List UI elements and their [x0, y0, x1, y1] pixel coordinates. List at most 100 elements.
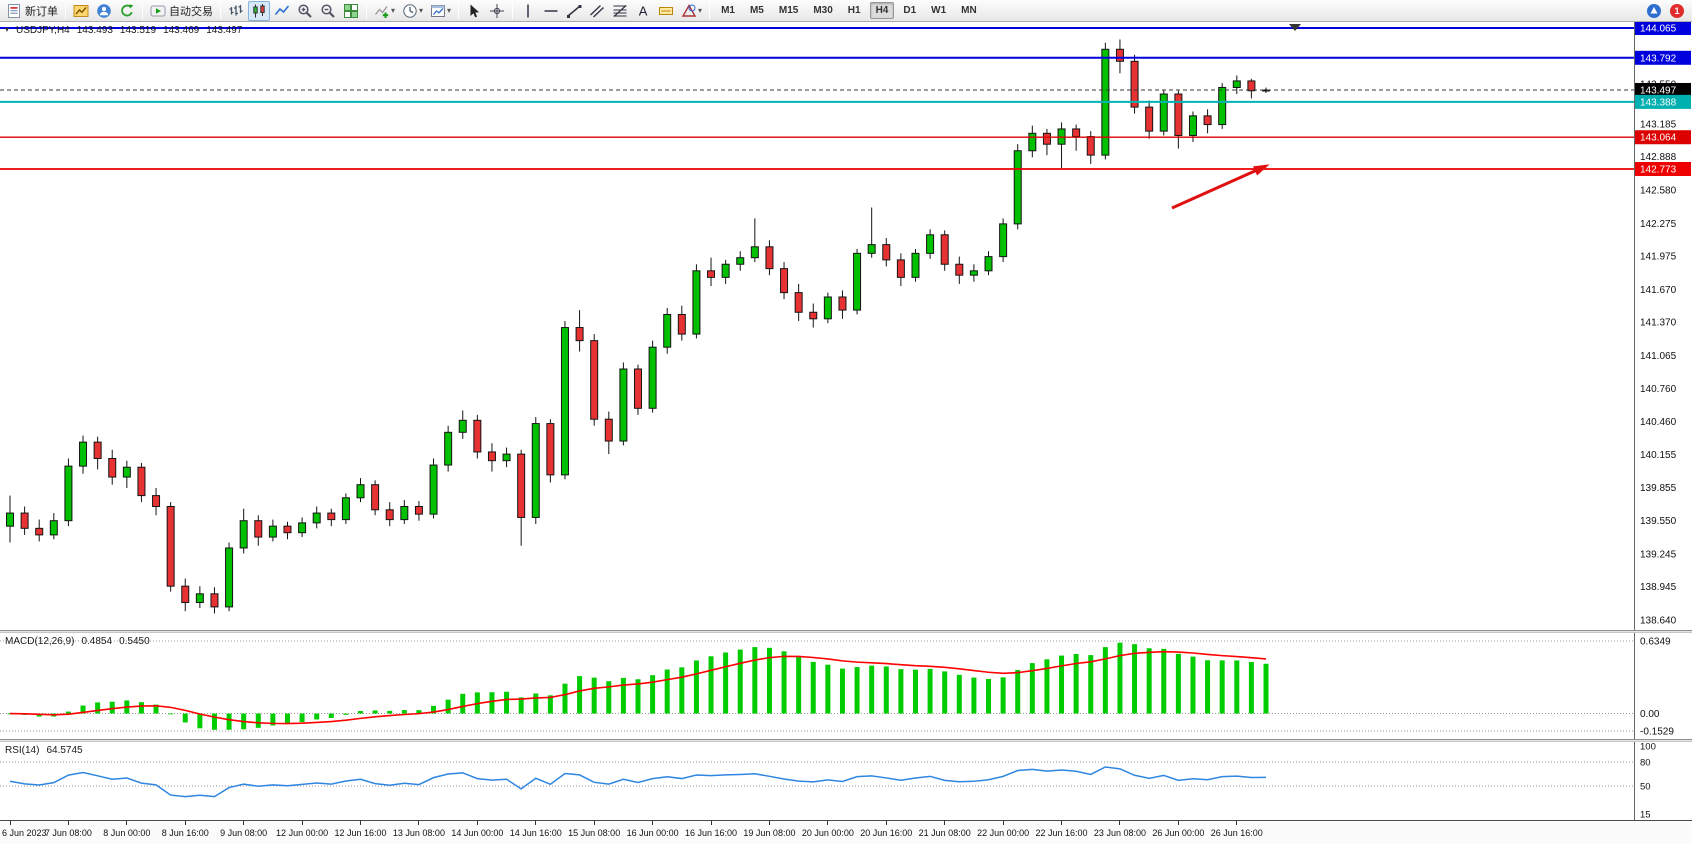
auto-trading-button[interactable]: 自动交易 [147, 1, 216, 21]
tile-windows-button[interactable] [340, 1, 362, 21]
price-axis-tick: 141.975 [1640, 252, 1677, 263]
time-axis-tick [652, 821, 654, 825]
close-value: 143.497 [206, 25, 243, 36]
rsi-value: 64.5745 [46, 745, 83, 756]
toolbar-separator [458, 2, 460, 19]
label-tool-button[interactable] [655, 1, 677, 21]
cursor-button[interactable] [463, 1, 485, 21]
price-axis-tick: 142.580 [1640, 186, 1677, 197]
timeframe-h1-button[interactable]: H1 [847, 5, 861, 16]
high-value: 143.519 [119, 25, 157, 36]
timeframe-m15-button[interactable]: M15 [778, 5, 799, 16]
horizontal-line-button[interactable] [540, 1, 562, 21]
chevron-down-icon: ▾ [391, 6, 396, 15]
time-axis-label: 26 Jun 00:00 [1152, 828, 1205, 838]
timeframe-d1-button[interactable]: D1 [903, 5, 917, 16]
equidistant-channel-button[interactable] [586, 1, 608, 21]
time-axis-tick [1119, 821, 1121, 825]
time-axis-tick [1061, 821, 1063, 825]
rsi-axis-tick: 80 [1640, 758, 1651, 769]
crosshair-button[interactable] [486, 1, 508, 21]
price-level-tag-value: 144.065 [1640, 24, 1677, 35]
macd-histogram [7, 642, 1269, 730]
periods-button[interactable]: ▾ [399, 1, 426, 21]
timeframe-m5-button[interactable]: M5 [749, 5, 764, 16]
price-level-tag-value: 143.792 [1640, 53, 1677, 64]
trend-arrow-annotation[interactable] [1171, 164, 1267, 210]
vertical-line-button[interactable] [517, 1, 539, 21]
toolbar-buttons: 新订单 自动交易 ▾ ▾ ▾ A ▾ M1 M5 M15 M30 H1 H4 D1 W1 MN [3, 0, 984, 21]
toolbar-separator [512, 2, 514, 19]
price-axis-tick: 138.640 [1640, 616, 1677, 627]
price-axis-tick: 143.185 [1640, 120, 1677, 131]
time-axis-label: 8 Jun 16:00 [161, 828, 209, 838]
notifications-badge[interactable]: 1 [1670, 3, 1684, 18]
price-level-tag [1635, 22, 1691, 35]
timeframe-h4-button[interactable]: H4 [869, 2, 895, 19]
chart-shift-marker[interactable] [1289, 24, 1301, 31]
time-axis-label: 20 Jun 16:00 [860, 828, 913, 838]
time-axis-tick [944, 821, 946, 825]
panel-splitter[interactable] [0, 739, 1692, 742]
timeframe-mn-button[interactable]: MN [961, 5, 977, 16]
templates-button[interactable]: ▾ [427, 1, 454, 21]
rsi-label: RSI(14) 64.5745 [5, 745, 83, 756]
fibonacci-button[interactable] [609, 1, 631, 21]
text-tool-button[interactable]: A [632, 1, 654, 21]
chevron-down-icon: ▾ [447, 6, 452, 15]
time-axis[interactable]: 6 Jun 2023 7 Jun 08:00 8 Jun 00:00 8 Jun 16… [0, 820, 1692, 844]
timeframe-w1-button[interactable]: W1 [931, 5, 947, 16]
timeframe-m1-button[interactable]: M1 [721, 5, 735, 16]
price-axis-tick: 141.670 [1640, 285, 1677, 296]
time-axis-tick [885, 821, 887, 825]
refresh-button[interactable] [116, 1, 138, 21]
trendline-button[interactable] [563, 1, 585, 21]
community-icon[interactable] [1643, 1, 1665, 21]
zoom-out-button[interactable] [317, 1, 339, 21]
toolbar-separator [366, 2, 367, 19]
rsi-chart-canvas[interactable]: 100 80 50 15 [0, 742, 1692, 820]
price-level-tag-value: 143.497 [1640, 85, 1677, 96]
zoom-in-button[interactable] [294, 1, 316, 21]
bar-chart-button[interactable] [225, 1, 247, 21]
time-axis-label: 6 Jun 2023 [2, 828, 47, 838]
price-axis-tick: 142.275 [1640, 219, 1677, 230]
line-chart-button[interactable] [271, 1, 293, 21]
time-axis-label: 12 Jun 00:00 [276, 828, 329, 838]
time-axis-label: 22 Jun 16:00 [1035, 828, 1088, 838]
price-level-tag-value: 143.064 [1640, 133, 1677, 144]
new-order-button-label: 新订单 [25, 5, 58, 18]
price-level-tag [1635, 130, 1691, 145]
candlestick-chart-button[interactable] [248, 0, 270, 21]
macd-panel: 0.6349 0.00 -0.1529 MACD(12,26,9) 0.4854 0… [0, 633, 1692, 739]
price-axis-tick: 139.245 [1640, 549, 1677, 560]
indicators-button[interactable]: ▾ [371, 1, 398, 21]
navigator-button[interactable] [93, 1, 115, 21]
panel-splitter[interactable] [0, 630, 1692, 633]
price-level-tag [1635, 50, 1691, 65]
price-axis-tick: 141.065 [1640, 351, 1677, 362]
price-level-tag [1635, 82, 1691, 97]
time-axis-tick [593, 821, 595, 825]
toolbar-separator [142, 2, 143, 19]
time-axis-tick [476, 821, 478, 825]
macd-chart-canvas[interactable]: 0.6349 0.00 -0.1529 [0, 633, 1692, 739]
chevron-down-icon: ▾ [419, 6, 424, 15]
time-axis-label: 14 Jun 00:00 [451, 828, 504, 838]
shapes-button[interactable]: ▾ [678, 1, 705, 21]
price-axis-tick: 142.888 [1640, 152, 1677, 163]
market-watch-button[interactable] [70, 1, 92, 21]
chart-title: ▾ USDJPY,H4 143.493 143.519 143.469 143.… [5, 25, 242, 36]
new-order-button[interactable]: 新订单 [3, 1, 61, 21]
time-axis-tick [1177, 821, 1179, 825]
time-axis-label: 21 Jun 08:00 [918, 828, 971, 838]
toolbar-right: 1 [1643, 1, 1689, 21]
time-axis-tick [9, 821, 11, 825]
price-axis-tick: 138.945 [1640, 582, 1677, 593]
collapse-chart-icon[interactable]: ▾ [5, 25, 10, 34]
rsi-title: RSI(14) [5, 745, 40, 756]
time-axis-tick [301, 821, 303, 825]
main-chart-canvas[interactable]: 143.550143.185142.888142.580142.275141.9… [0, 22, 1692, 630]
time-axis-label: 13 Jun 08:00 [392, 828, 445, 838]
timeframe-m30-button[interactable]: M30 [813, 5, 833, 16]
